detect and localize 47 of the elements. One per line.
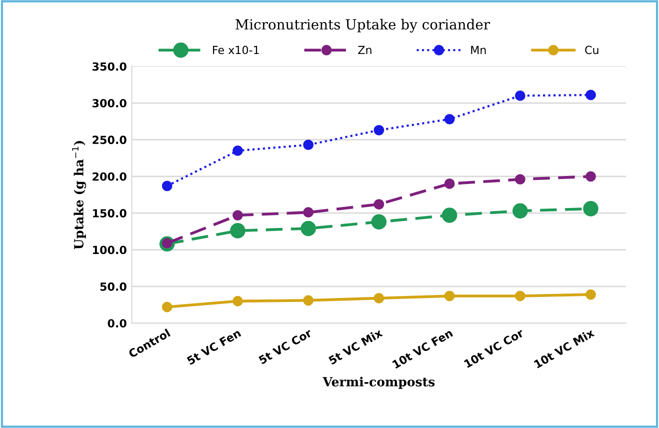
y-axis-title: Uptake (g ha$^{−1}$) [72,140,86,250]
point [586,289,596,300]
point [444,178,455,189]
x-tick-label: 5t VC Fen [186,328,242,366]
point [371,214,387,230]
point [374,292,384,304]
x-tick-label: 5t VC Mix [328,328,384,365]
point [232,210,243,220]
point [444,290,455,302]
point [162,302,172,312]
point [374,124,384,136]
point [514,290,526,302]
y-tick-label: 300.0 [92,99,126,108]
point [232,146,243,156]
legend-label: Mn [471,46,486,54]
point [514,174,526,185]
y-tick-label: 350.0 [92,62,126,71]
legend-label: Zn [358,46,372,54]
point [583,201,598,216]
point [444,114,455,124]
point [512,203,528,219]
x-tick-label: 10t VC Fen [392,328,454,369]
y-tick-label: 200.0 [92,172,126,181]
point [442,208,458,223]
point [514,90,526,101]
point [586,171,596,182]
x-axis-title: Vermi-composts [322,376,435,389]
legend-label: Cu [585,46,598,54]
point [232,296,243,306]
point [586,90,596,100]
chart-title: Micronutrients Uptake by coriander [236,18,490,32]
x-tick-label: 5t VC Cor [258,328,313,364]
y-tick-label: 50.0 [100,282,126,291]
point [300,220,316,236]
y-tick-label: 0.0 [108,319,126,328]
point [230,223,246,238]
legend-label: Fe x10-1 [213,46,259,54]
point [303,140,314,150]
point [303,295,314,306]
point [162,180,172,192]
y-tick-label: 150.0 [93,209,126,218]
point [374,199,384,210]
x-tick-label: 10t VC Cor [464,328,524,368]
x-tick-label: 10t VC Mix [534,328,595,368]
point [303,207,314,218]
y-tick-label: 250.0 [92,136,126,144]
y-tick-label: 100.0 [93,246,126,254]
